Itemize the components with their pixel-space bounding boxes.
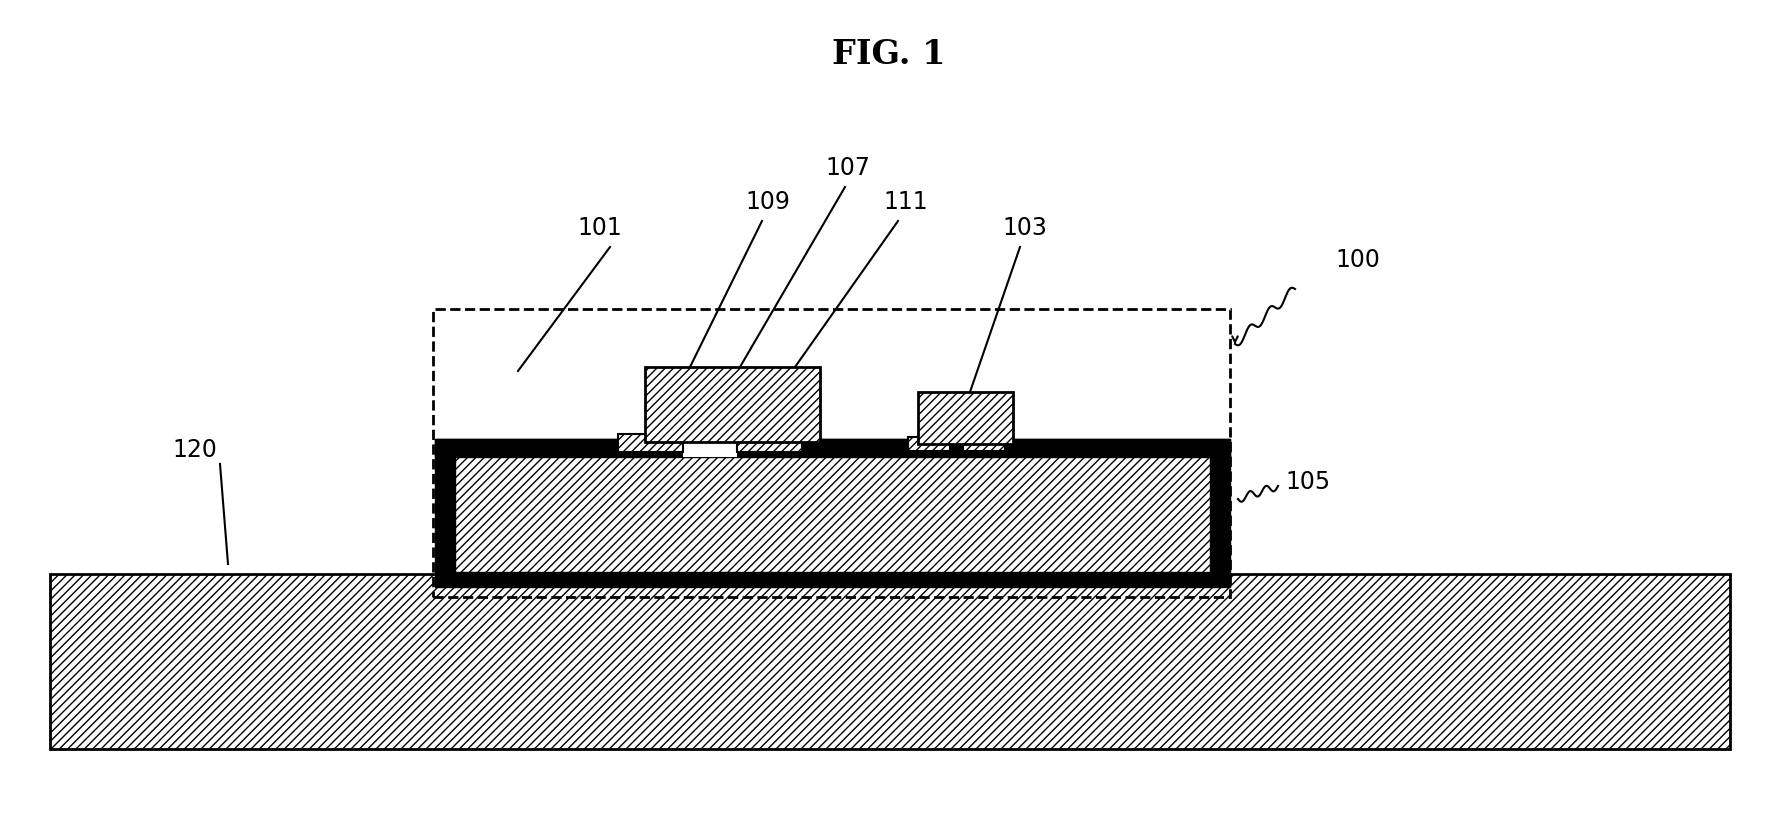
Bar — [435, 440, 1230, 587]
Bar — [908, 437, 951, 451]
Text: 100: 100 — [1335, 247, 1381, 272]
Bar — [618, 434, 682, 452]
Text: FIG. 1: FIG. 1 — [832, 38, 945, 71]
Bar — [645, 368, 819, 442]
Text: 111: 111 — [883, 190, 928, 214]
Text: 109: 109 — [746, 190, 791, 214]
Bar — [435, 440, 1230, 458]
Bar — [50, 574, 1731, 749]
Text: 120: 120 — [172, 437, 217, 461]
Bar — [963, 437, 1006, 451]
Bar — [455, 455, 1210, 572]
Text: 101: 101 — [578, 215, 622, 240]
Text: 103: 103 — [1002, 215, 1047, 240]
Text: 105: 105 — [1285, 469, 1331, 493]
Text: 107: 107 — [826, 156, 871, 180]
Bar — [737, 434, 801, 452]
Bar — [682, 440, 737, 458]
Bar — [919, 392, 1013, 445]
Bar — [434, 310, 1230, 597]
